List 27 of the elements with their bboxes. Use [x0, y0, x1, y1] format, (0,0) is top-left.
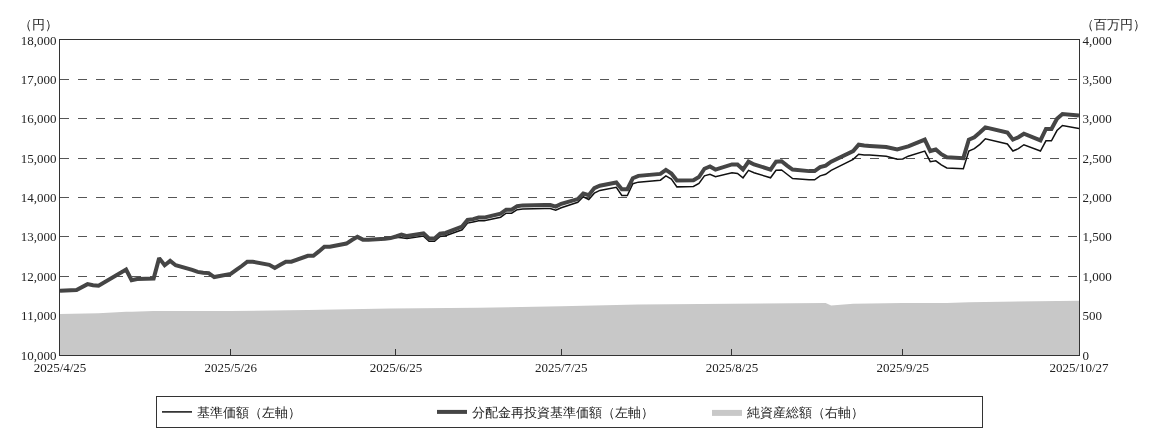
- y2-tick-label: 2,000: [1082, 190, 1112, 206]
- y2-axis-title: （百万円）: [1081, 17, 1146, 32]
- legend-label: 基準価額（左軸）: [197, 404, 301, 420]
- y-tick-label: 13,000: [20, 229, 57, 245]
- x-tick-label: 2025/9/25: [876, 359, 930, 375]
- y2-tick-label: 1,000: [1082, 268, 1112, 284]
- y-tick-label: 10,000: [20, 347, 57, 363]
- y2-tick-label: 2,500: [1082, 150, 1112, 166]
- y-tick-label: 16,000: [20, 111, 57, 127]
- x-tick-label: 2025/8/25: [705, 359, 759, 375]
- y2-tick-label: 3,500: [1082, 71, 1112, 87]
- y-tick-label: 12,000: [20, 268, 57, 284]
- legend-label: 純資産総額（右軸）: [747, 404, 864, 420]
- y-tick-label: 17,000: [20, 71, 57, 87]
- y2-tick-label: 4,000: [1082, 32, 1112, 48]
- y-tick-label: 15,000: [20, 150, 57, 166]
- y2-tick-label: 500: [1082, 308, 1103, 324]
- y2-tick-label: 3,000: [1082, 111, 1112, 127]
- x-tick-label: 2025/7/25: [534, 359, 588, 375]
- x-tick-label: 2025/5/26: [204, 359, 258, 375]
- y-axis-title: （円）: [19, 17, 58, 32]
- y2-tick-label: 1,500: [1082, 229, 1112, 245]
- y-tick-label: 18,000: [20, 32, 57, 48]
- legend-label: 分配金再投資基準価額（左軸）: [472, 404, 654, 420]
- x-tick-label: 2025/6/25: [369, 359, 423, 375]
- y-tick-label: 14,000: [20, 190, 57, 206]
- y-tick-label: 11,000: [21, 308, 57, 324]
